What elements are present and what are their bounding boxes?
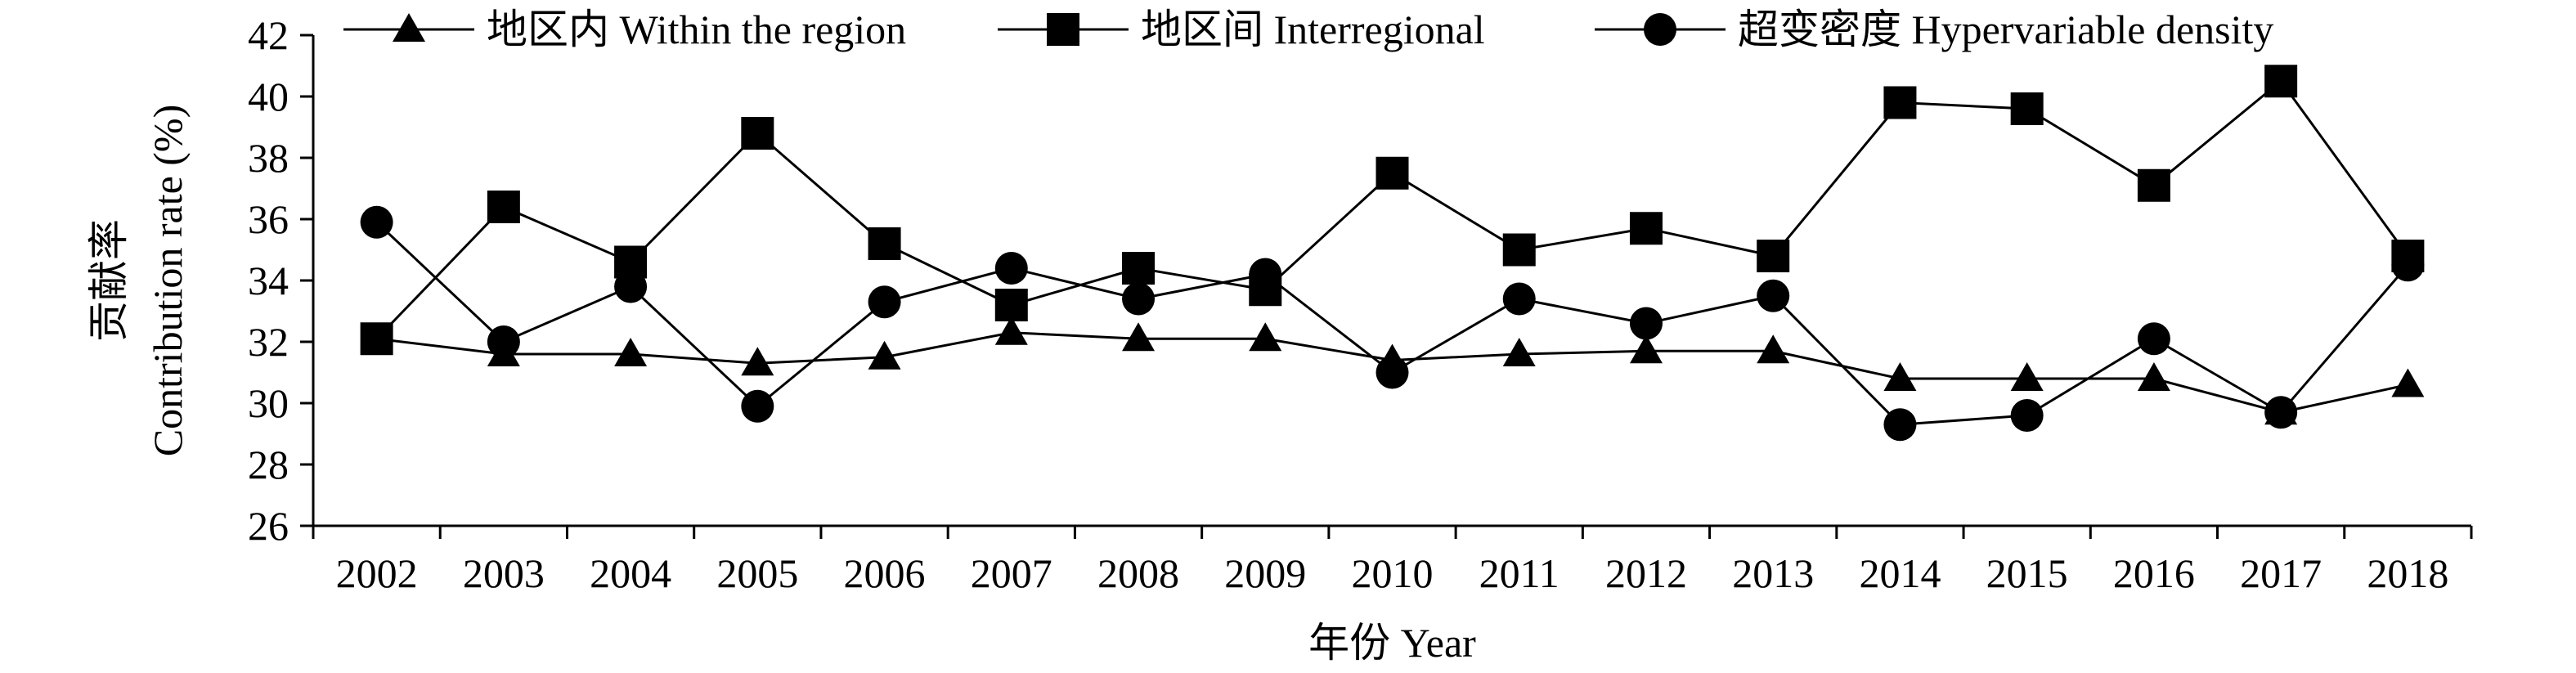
legend-label: 地区内 Within the region [487, 7, 906, 52]
series-square [360, 65, 2425, 356]
data-point-triangle [1629, 334, 1663, 364]
data-point-square [2010, 92, 2044, 125]
data-point-square [1376, 156, 1409, 190]
data-point-circle [487, 325, 520, 358]
legend-marker-square [1047, 13, 1079, 46]
x-tick-label: 2016 [2113, 550, 2195, 596]
x-tick-label: 2018 [2367, 550, 2448, 596]
data-point-triangle [2391, 368, 2425, 397]
x-tick-label: 2009 [1224, 550, 1306, 596]
data-point-circle [741, 389, 774, 423]
data-point-triangle [1883, 362, 1917, 391]
data-point-square [360, 322, 393, 356]
data-point-circle [1122, 282, 1156, 316]
y-tick-label: 30 [248, 380, 289, 426]
x-tick-label: 2005 [716, 550, 798, 596]
data-point-square [487, 191, 520, 223]
data-point-circle [614, 270, 648, 303]
data-point-triangle [1502, 338, 1536, 366]
legend-item-square: 地区间 Interregional [998, 7, 1485, 52]
legend: 地区内 Within the region 地区间 Interregional 超变… [343, 7, 2273, 52]
legend-label: 地区间 Interregional [1141, 7, 1485, 52]
data-point-triangle [1249, 322, 1282, 352]
data-point-square [1757, 240, 1790, 272]
y-tick-label: 38 [248, 135, 289, 181]
x-tick-label: 2014 [1859, 550, 1941, 596]
y-tick-label: 40 [248, 74, 289, 119]
y-tick-label: 26 [248, 503, 289, 549]
x-tick-label: 2002 [336, 550, 418, 596]
data-point-square [1502, 233, 1536, 267]
data-point-square [1122, 252, 1156, 285]
x-tick-label: 2008 [1097, 550, 1179, 596]
data-point-circle [1757, 279, 1790, 312]
data-point-triangle [1122, 322, 1156, 352]
x-axis-title: 年份 Year [1308, 620, 1476, 666]
y-tick-label: 32 [248, 319, 289, 365]
data-point-circle [2010, 399, 2044, 432]
data-point-triangle [741, 347, 774, 376]
x-tick-label: 2003 [463, 550, 545, 596]
data-point-circle [1502, 282, 1536, 316]
x-axis-ticks: 2002 2003 2004 2005 2006 2007 2008 2009 2010 2011… [312, 526, 2473, 596]
x-tick-label: 2013 [1732, 550, 1814, 596]
data-point-triangle [2010, 362, 2044, 391]
data-point-circle [994, 252, 1028, 285]
data-point-square [741, 117, 774, 150]
data-point-circle [1629, 307, 1663, 340]
x-tick-label: 2012 [1605, 550, 1687, 596]
y-tick-label: 42 [248, 12, 289, 58]
series-line-square [375, 79, 2409, 340]
series-circle [360, 205, 2425, 442]
x-tick-label: 2004 [590, 550, 671, 596]
data-point-circle [2391, 249, 2425, 282]
legend-marker-circle [1644, 13, 1676, 46]
x-tick-label: 2007 [971, 550, 1052, 596]
data-point-circle [1376, 356, 1409, 389]
data-point-triangle [614, 338, 648, 366]
data-point-square [2264, 65, 2298, 98]
data-point-circle [360, 205, 393, 239]
data-point-square [1883, 86, 1917, 119]
series-line-circle [375, 221, 2409, 426]
data-point-triangle [994, 316, 1028, 345]
x-tick-label: 2010 [1352, 550, 1434, 596]
data-point-circle [2264, 396, 2298, 429]
legend-item-circle: 超变密度 Hypervariable density [1595, 7, 2273, 52]
data-point-square [1629, 212, 1663, 245]
data-point-circle [2137, 322, 2170, 356]
series-layer [360, 65, 2425, 442]
legend-marker-triangle [393, 13, 425, 42]
x-tick-label: 2017 [2240, 550, 2322, 596]
legend-label: 超变密度 Hypervariable density [1738, 7, 2273, 52]
legend-item-triangle: 地区内 Within the region [343, 7, 906, 52]
data-point-square [2137, 168, 2170, 202]
data-point-circle [1249, 258, 1282, 291]
x-tick-label: 2015 [1986, 550, 2068, 596]
data-point-circle [868, 285, 901, 319]
data-point-triangle [1757, 334, 1790, 364]
x-tick-label: 2011 [1479, 550, 1560, 596]
y-axis-ticks: 26 28 30 32 34 36 38 40 42 [248, 12, 313, 549]
data-point-square [868, 227, 901, 260]
data-point-square [994, 289, 1028, 321]
data-point-circle [1883, 408, 1917, 442]
y-axis-title-english: Contribution rate (%) [145, 105, 191, 456]
data-point-triangle [2137, 362, 2170, 391]
y-tick-label: 36 [248, 196, 289, 242]
y-tick-label: 28 [248, 442, 289, 487]
x-tick-label: 2006 [844, 550, 926, 596]
y-axis-title-chinese: 贡献率 [86, 219, 132, 342]
y-tick-label: 34 [248, 258, 289, 303]
data-point-triangle [868, 340, 901, 370]
